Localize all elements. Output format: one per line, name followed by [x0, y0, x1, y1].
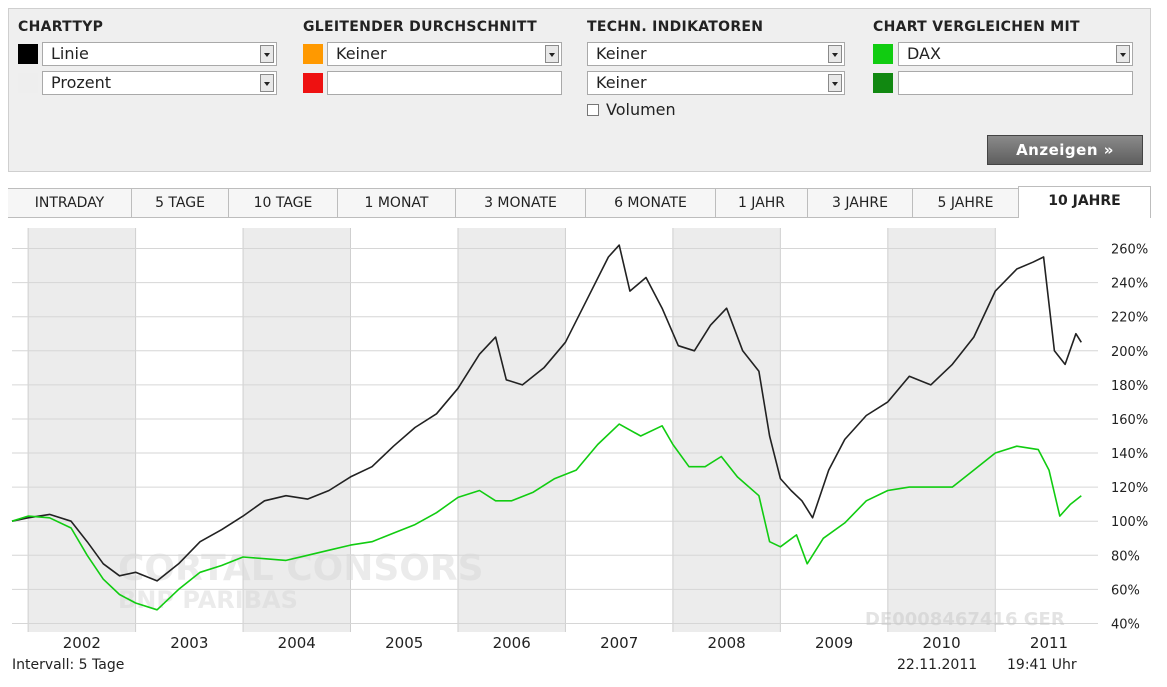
chevron-down-icon[interactable]	[260, 45, 274, 63]
indikator-select-1[interactable]: Keiner	[587, 42, 845, 66]
chevron-down-icon[interactable]	[828, 45, 842, 63]
charttyp-select-value: Linie	[51, 44, 89, 63]
x-tick-label: 2002	[63, 634, 101, 652]
scale-select[interactable]: Prozent	[42, 71, 277, 95]
scale-select-value: Prozent	[51, 73, 112, 92]
chevron-down-icon[interactable]	[545, 45, 559, 63]
chevron-down-icon[interactable]	[1116, 45, 1130, 63]
vergleich-select-value: DAX	[907, 44, 941, 63]
tab-5-tage[interactable]: 5 TAGE	[131, 188, 228, 217]
year-band	[28, 228, 136, 632]
x-tick-label: 2011	[1030, 634, 1068, 652]
tab-10-tage[interactable]: 10 TAGE	[228, 188, 337, 217]
tab-6-monate[interactable]: 6 MONATE	[585, 188, 715, 217]
indikator-select-2-value: Keiner	[596, 73, 647, 92]
year-band	[672, 228, 781, 632]
charttyp-color-swatch-2	[18, 73, 38, 93]
vergleich-color-swatch[interactable]	[873, 44, 893, 64]
vergleich-select[interactable]: DAX	[898, 42, 1133, 66]
watermark-brand-sub: BNP PARIBAS	[118, 586, 298, 614]
y-tick-label: 220%	[1111, 311, 1148, 326]
y-tick-label: 240%	[1111, 277, 1148, 292]
indikator-select-2[interactable]: Keiner	[587, 71, 845, 95]
period-tabs: INTRADAY 5 TAGE 10 TAGE 1 MONAT 3 MONATE…	[8, 186, 1151, 218]
indikator-select-1-value: Keiner	[596, 44, 647, 63]
x-tick-label: 2009	[815, 634, 853, 652]
y-tick-label: 40%	[1111, 617, 1140, 632]
gleitender-color-swatch[interactable]	[303, 44, 323, 64]
charttyp-select[interactable]: Linie	[42, 42, 277, 66]
tab-1-monat[interactable]: 1 MONAT	[337, 188, 455, 217]
tab-3-jahre[interactable]: 3 JAHRE	[807, 188, 912, 217]
indikatoren-title: TECHN. INDIKATOREN	[587, 19, 764, 35]
tab-3-monate[interactable]: 3 MONATE	[455, 188, 585, 217]
charttyp-color-swatch[interactable]	[18, 44, 38, 64]
charttyp-title: CHARTTYP	[18, 19, 104, 35]
year-band	[887, 228, 996, 632]
y-tick-label: 140%	[1111, 447, 1148, 462]
volume-checkbox[interactable]	[587, 104, 599, 116]
show-button[interactable]: Anzeigen »	[987, 135, 1143, 165]
vergleich-color-swatch-2[interactable]	[873, 73, 893, 93]
x-tick-label: 2004	[278, 634, 316, 652]
x-tick-label: 2005	[385, 634, 423, 652]
x-tick-label: 2010	[922, 634, 960, 652]
series-line-stock	[11, 244, 1082, 582]
y-tick-label: 60%	[1111, 583, 1140, 598]
chevron-down-icon[interactable]	[260, 74, 274, 92]
y-tick-label: 80%	[1111, 549, 1140, 564]
tab-1-jahr[interactable]: 1 JAHR	[715, 188, 807, 217]
year-band	[457, 228, 566, 632]
y-tick-label: 120%	[1111, 481, 1148, 496]
gleitender-color-swatch-2[interactable]	[303, 73, 323, 93]
tab-intraday[interactable]: INTRADAY	[8, 188, 131, 217]
y-tick-label: 260%	[1111, 243, 1148, 258]
gleitender-select[interactable]: Keiner	[327, 42, 562, 66]
y-tick-label: 180%	[1111, 379, 1148, 394]
x-tick-label: 2006	[493, 634, 531, 652]
gleitender-input[interactable]	[327, 71, 562, 95]
time-label: 19:41 Uhr	[1007, 657, 1077, 673]
gleitender-select-value: Keiner	[336, 44, 387, 63]
tab-5-jahre[interactable]: 5 JAHRE	[912, 188, 1018, 217]
x-tick-label: 2007	[600, 634, 638, 652]
watermark-brand: CORTAL CONSORS	[118, 548, 484, 589]
x-tick-label: 2008	[708, 634, 746, 652]
tab-10-jahre[interactable]: 10 JAHRE	[1018, 186, 1151, 218]
interval-label: Intervall: 5 Tage	[12, 657, 125, 673]
volume-label: Volumen	[606, 100, 676, 119]
vergleich-title: CHART VERGLEICHEN MIT	[873, 19, 1080, 35]
series-line-dax	[11, 423, 1082, 611]
chevron-down-icon[interactable]	[828, 74, 842, 92]
vergleich-input[interactable]	[898, 71, 1133, 95]
y-tick-label: 100%	[1111, 515, 1148, 530]
date-label: 22.11.2011	[897, 657, 978, 673]
x-tick-label: 2003	[170, 634, 208, 652]
gleitender-title: GLEITENDER DURCHSCHNITT	[303, 19, 537, 35]
watermark-isin: DE0008467416 GER	[865, 609, 1065, 630]
year-band	[243, 228, 351, 632]
y-tick-label: 160%	[1111, 413, 1148, 428]
y-tick-label: 200%	[1111, 345, 1148, 360]
